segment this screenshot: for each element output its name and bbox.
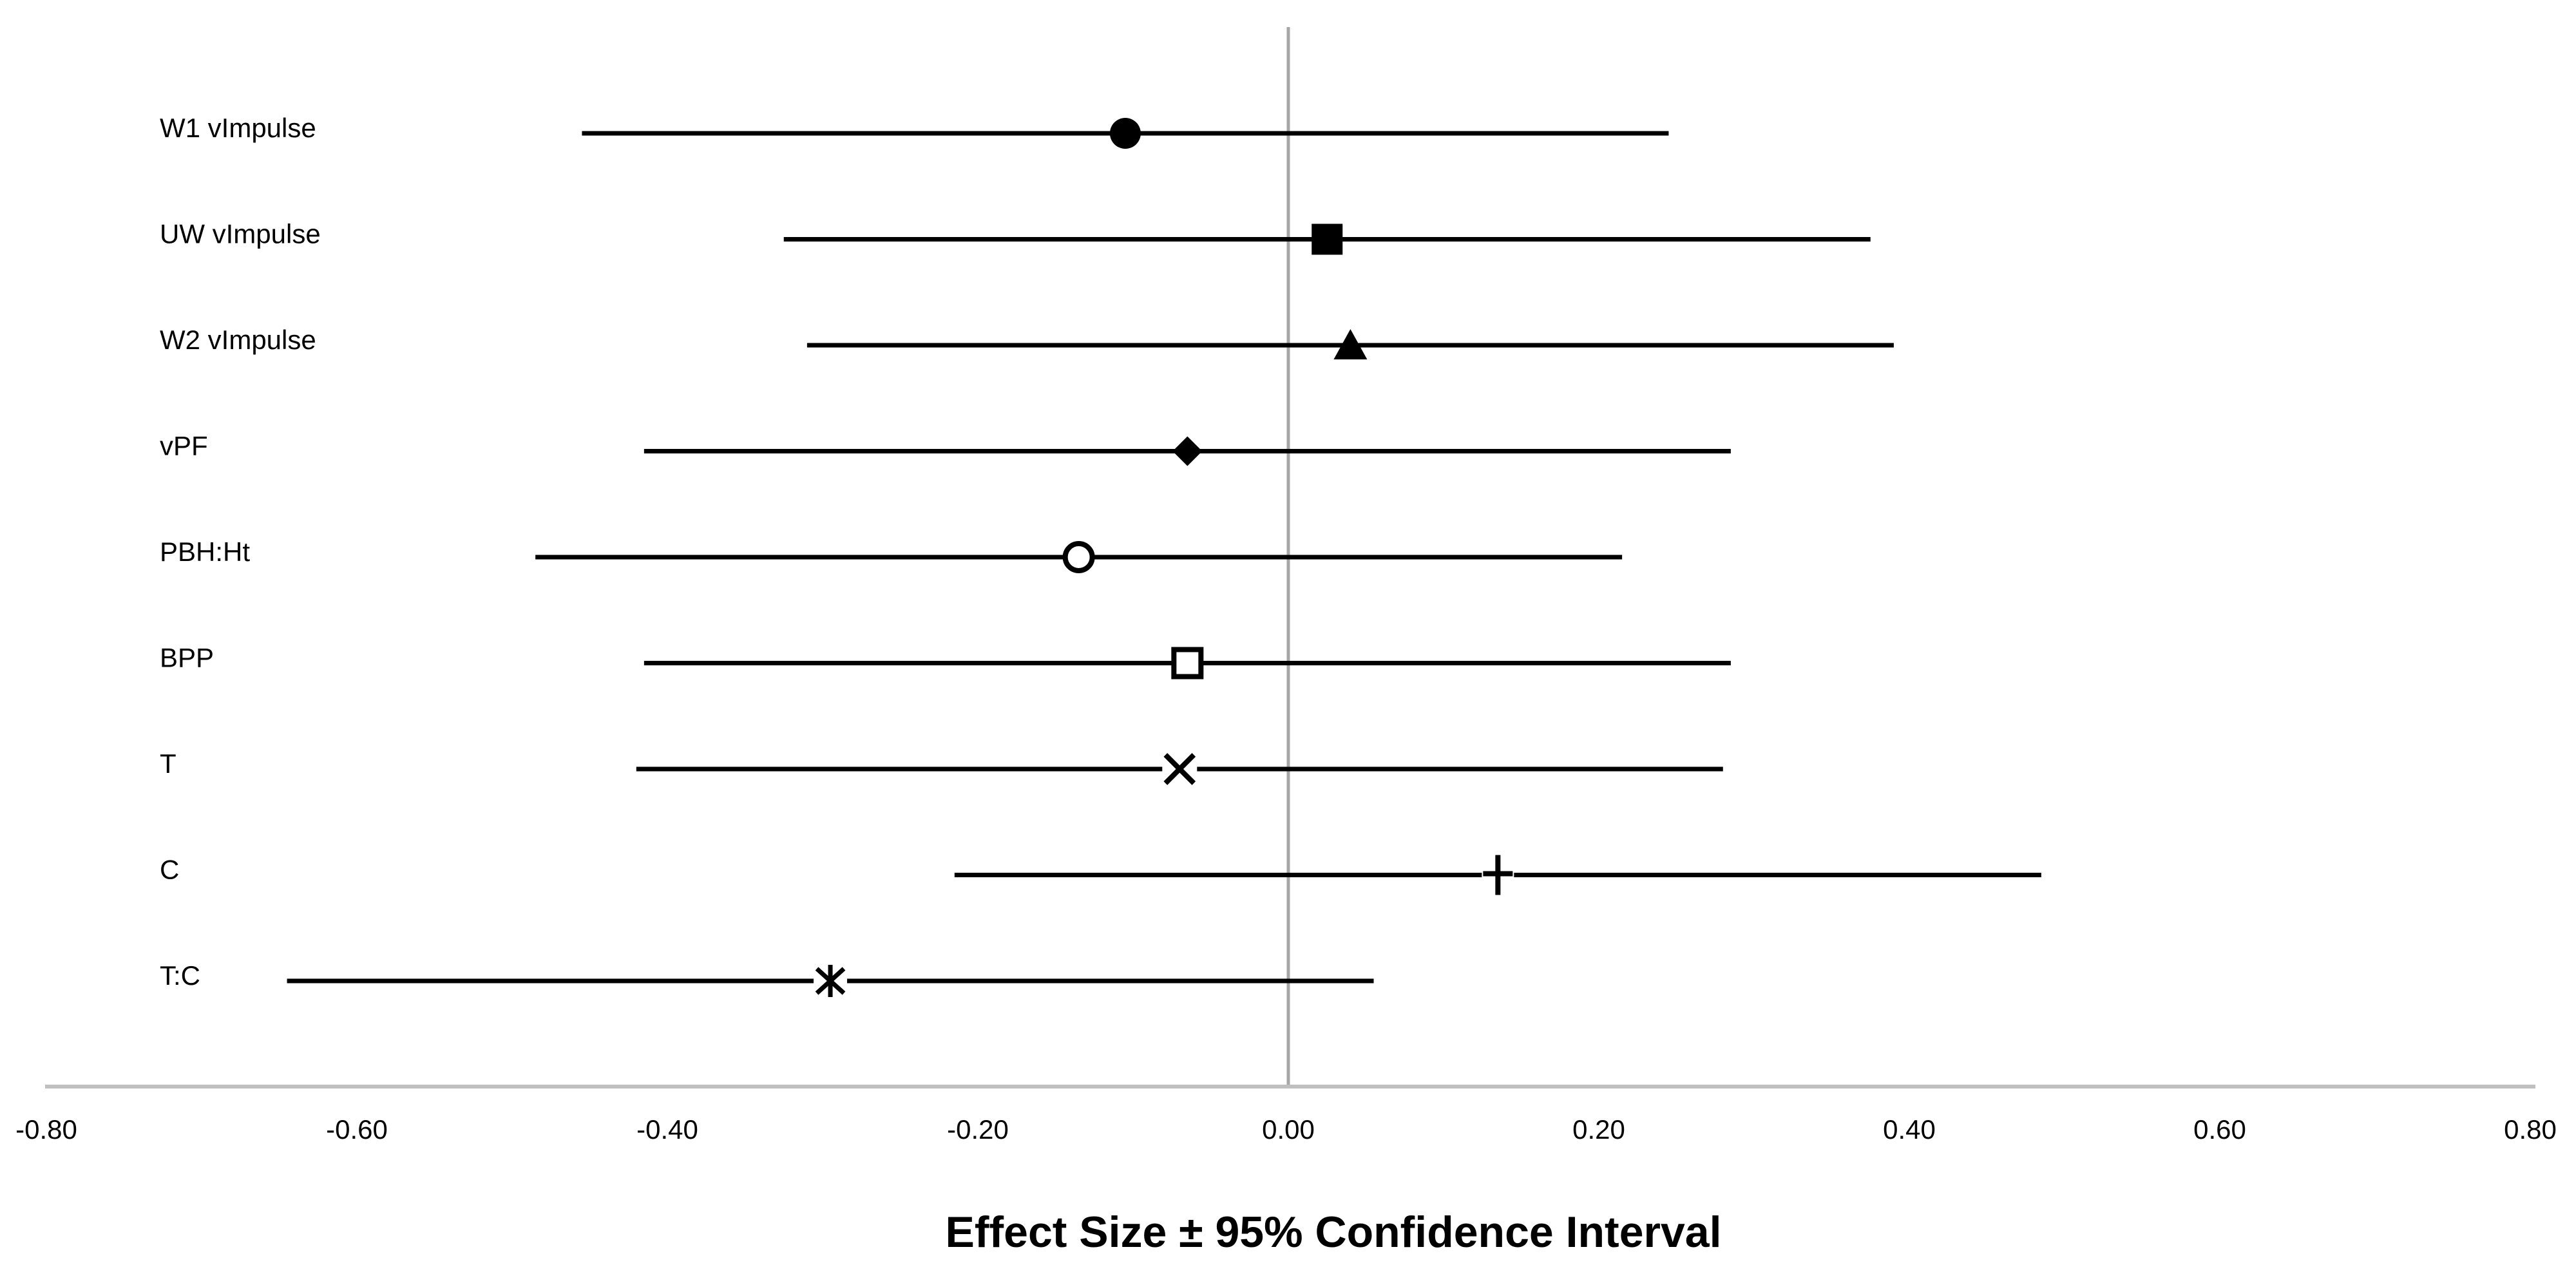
category-label-t: T (160, 748, 177, 779)
row-t-marker-x (1163, 753, 1196, 785)
row-t-c-marker-asterisk (815, 967, 846, 995)
x-tick-label-0-20: -0.20 (947, 1114, 1009, 1145)
row-vpf-marker-filled-diamond (1172, 436, 1203, 466)
x-tick-label-0-80: 0.80 (2504, 1114, 2557, 1145)
row-pbh-ht-marker-open-circle (1062, 541, 1095, 573)
x-tick-label-0-00: 0.00 (1262, 1114, 1315, 1145)
x-axis-title: Effect Size ± 95% Confidence Interval (945, 1208, 1722, 1257)
category-label-vpf: vPF (160, 431, 208, 461)
category-label-pbh-ht: PBH:Ht (160, 537, 250, 567)
category-label-w2-vimpulse: W2 vImpulse (160, 325, 316, 355)
row-w1-vimpulse-marker-filled-circle (1109, 118, 1141, 149)
x-tick-label-0-20: 0.20 (1572, 1114, 1625, 1145)
x-tick-label-0-40: -0.40 (636, 1114, 698, 1145)
category-label-t-c: T:C (160, 960, 200, 991)
x-tick-label-0-60: -0.60 (326, 1114, 388, 1145)
category-label-bpp: BPP (160, 643, 214, 673)
x-tick-label-0-80: -0.80 (15, 1114, 77, 1145)
category-label-c: C (160, 855, 179, 885)
row-w2-vimpulse-marker-filled-triangle (1333, 329, 1368, 359)
row-bpp-marker-open-square (1171, 647, 1204, 680)
x-tick-label-0-60: 0.60 (2193, 1114, 2246, 1145)
x-tick-label-0-40: 0.40 (1883, 1114, 1936, 1145)
category-label-w1-vimpulse: W1 vImpulse (160, 113, 316, 143)
category-label-uw-vimpulse: UW vImpulse (160, 219, 321, 249)
row-uw-vimpulse-marker-filled-square (1312, 223, 1343, 255)
